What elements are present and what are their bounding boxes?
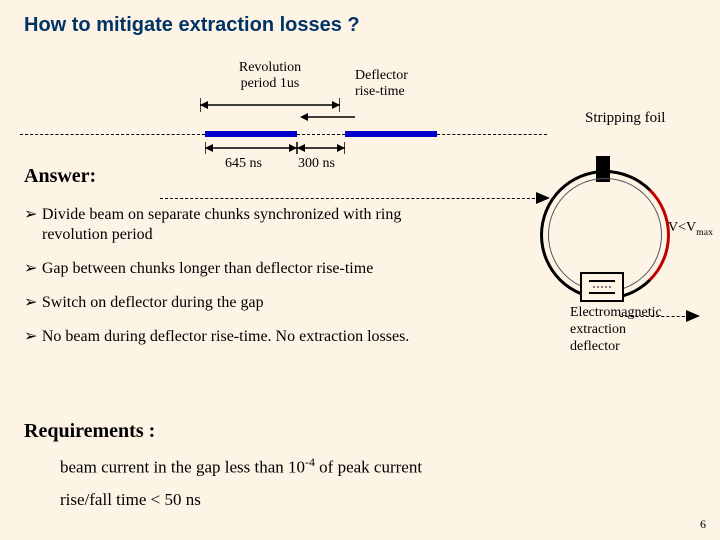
req-line-1: beam current in the gap less than 10-4 o…	[60, 455, 422, 478]
deftext-1: Electromagnetic	[570, 305, 662, 320]
bullet-2-text: Gap between chunks longer than deflector…	[42, 260, 373, 277]
req1sup: -4	[305, 455, 315, 469]
bullet-list: ➢ Divide beam on separate chunks synchro…	[24, 205, 464, 361]
bullet-4: ➢ No beam during deflector rise-time. No…	[24, 327, 464, 347]
req1b: of peak current	[315, 458, 422, 477]
deflector-box	[580, 272, 624, 302]
bullet-1-text: Divide beam on separate chunks synchroni…	[42, 206, 401, 243]
bar-chunk-2	[345, 131, 437, 137]
bullet-3: ➢ Switch on deflector during the gap	[24, 293, 464, 313]
def-l2: rise-time	[355, 84, 405, 99]
label-645ns: 645 ns	[225, 156, 262, 172]
req-line-2: rise/fall time < 50 ns	[60, 490, 422, 510]
deflector-rise-label: Deflector rise-time	[355, 68, 408, 100]
v-sub: max	[696, 227, 713, 238]
def-l1: Deflector	[355, 68, 408, 83]
deftext-3: deflector	[570, 339, 620, 354]
bullet-4-text: No beam during deflector rise-time. No e…	[42, 328, 409, 345]
deftext-2: extraction	[570, 322, 626, 337]
arrow-deflector-rise	[300, 110, 360, 124]
extraction-arrowhead	[686, 309, 700, 323]
bracket-300	[297, 142, 345, 156]
requirements-block: beam current in the gap less than 10-4 o…	[60, 455, 422, 522]
dash-gap	[297, 134, 345, 135]
v-label: V<Vmax	[668, 220, 713, 238]
requirements-heading: Requirements :	[24, 420, 155, 443]
rev-l1: Revolution	[239, 60, 301, 75]
revolution-label: Revolution period 1us	[215, 60, 325, 92]
slide-number: 6	[700, 517, 706, 532]
v-lt: V<V	[668, 220, 696, 235]
slide-title: How to mitigate extraction losses ?	[24, 14, 696, 37]
ring-diagram: Stripping foil V<Vmax Electromagnetic ex…	[520, 120, 690, 350]
injection-arrowhead	[536, 191, 550, 205]
dash-left	[20, 134, 205, 135]
answer-heading: Answer:	[24, 165, 96, 188]
injection-dash	[160, 198, 540, 199]
bullet-1: ➢ Divide beam on separate chunks synchro…	[24, 205, 464, 245]
stripping-foil-label: Stripping foil	[585, 110, 665, 127]
deflector-text: Electromagnetic extraction deflector	[570, 305, 662, 355]
bullet-3-text: Switch on deflector during the gap	[42, 294, 264, 311]
bracket-645	[205, 142, 297, 156]
rev-l2: period 1us	[241, 76, 300, 91]
req1a: beam current in the gap less than 10	[60, 458, 305, 477]
label-300ns: 300 ns	[298, 156, 335, 172]
bar-chunk-1	[205, 131, 297, 137]
deflector-icon	[587, 278, 617, 296]
bullet-2: ➢ Gap between chunks longer than deflect…	[24, 259, 464, 279]
